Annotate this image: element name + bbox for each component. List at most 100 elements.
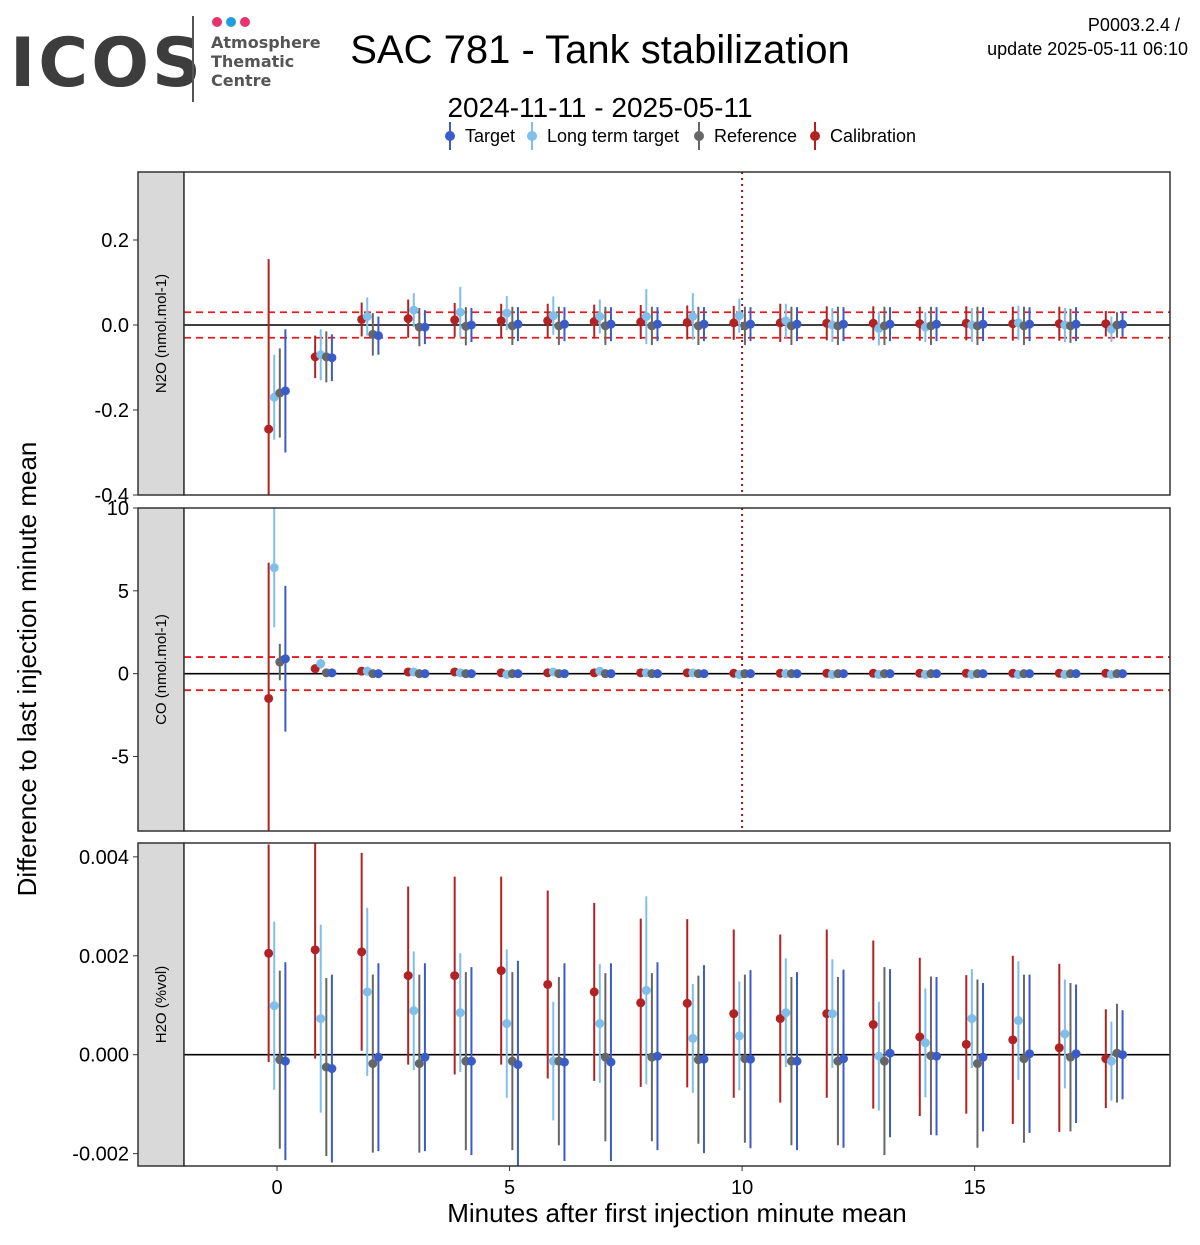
data-point	[327, 668, 337, 678]
data-point	[420, 1052, 430, 1062]
panel-marks	[184, 508, 1170, 831]
logo-dot-icon	[226, 17, 236, 27]
data-point	[839, 669, 849, 679]
x-tick-label: 15	[964, 1177, 986, 1199]
data-point	[1025, 1049, 1035, 1059]
data-point	[373, 1052, 383, 1062]
data-point	[280, 654, 290, 664]
data-point	[548, 311, 558, 321]
data-point	[606, 669, 616, 679]
data-point	[362, 987, 372, 997]
data-point	[827, 1009, 837, 1019]
panel-background	[184, 843, 1170, 1166]
data-point	[915, 1032, 925, 1042]
icos-logo: ICOS Atmosphere Thematic Centre	[10, 16, 321, 103]
data-point	[745, 319, 755, 329]
legend-key-dot	[527, 131, 537, 141]
data-point	[264, 424, 274, 434]
panel-strip-label: N2O (nmol.mol-1)	[153, 274, 170, 393]
data-point	[1071, 1049, 1081, 1059]
data-point	[641, 312, 651, 321]
data-point	[1106, 1056, 1116, 1066]
data-point	[1101, 319, 1111, 329]
data-point	[978, 1052, 988, 1062]
data-point	[316, 1014, 326, 1024]
data-point	[357, 947, 367, 957]
data-point	[967, 1014, 977, 1024]
y-tick-label: 5	[118, 581, 129, 603]
legend-item: Target	[445, 122, 515, 150]
data-point	[1118, 1050, 1128, 1060]
legend-item: Calibration	[810, 122, 916, 150]
data-point	[420, 322, 430, 332]
panel-marks	[184, 172, 1170, 495]
data-point	[688, 312, 698, 321]
data-point	[781, 1008, 791, 1018]
data-point	[496, 966, 506, 976]
data-point	[978, 319, 988, 329]
y-tick-label: 0.2	[101, 230, 129, 252]
version-label: P0003.2.4 /	[1088, 15, 1180, 35]
data-point	[745, 669, 755, 679]
y-tick-label: -0.002	[72, 1144, 129, 1166]
data-point	[513, 1060, 523, 1070]
panel-h2o: H2O (%vol) 0.004 0.002 0.000 -0.002	[72, 842, 1171, 1167]
data-point	[403, 971, 413, 981]
y-tick-label: -0.2	[95, 400, 129, 422]
data-point	[729, 1009, 739, 1019]
y-tick-label: 0.000	[79, 1045, 129, 1067]
plot-panels: N2O (nmol.mol-1)0.20.0-0.2-0.4CO (nmol.m…	[72, 171, 1171, 1167]
x-tick-label: 5	[504, 1177, 515, 1199]
data-point	[885, 1048, 895, 1058]
data-point	[513, 669, 523, 679]
data-point	[652, 319, 662, 329]
data-point	[409, 305, 419, 315]
data-point	[839, 1054, 849, 1064]
logo-wordmark: ICOS	[10, 24, 204, 103]
data-point	[699, 669, 709, 679]
data-point	[362, 312, 372, 321]
legend: Target Long term target Reference Calibrati…	[445, 122, 916, 150]
panel-n2o: N2O (nmol.mol-1) 0.2 0.0 -0.2 -0.4	[95, 171, 1171, 507]
data-point	[682, 998, 692, 1008]
legend-key-dot	[445, 131, 455, 141]
data-point	[920, 1038, 930, 1048]
data-point	[559, 319, 569, 329]
legend-label: Target	[465, 126, 515, 146]
data-point	[450, 971, 460, 981]
data-point	[885, 319, 895, 329]
update-label: update 2025-05-11 06:10	[987, 39, 1188, 59]
data-point	[932, 669, 942, 679]
data-point	[543, 979, 553, 989]
panel-marks	[184, 843, 1170, 1166]
panel-co: CO (nmol.mol-1) 10 5 0 -5	[107, 498, 1171, 832]
data-point	[972, 1059, 982, 1069]
data-point	[496, 316, 506, 326]
data-point	[595, 312, 605, 321]
data-point	[792, 1056, 802, 1066]
data-point	[420, 669, 430, 679]
data-point	[1118, 319, 1128, 329]
data-point	[688, 1033, 698, 1043]
logo-dot-icon	[240, 17, 250, 27]
y-tick-label: 0	[118, 664, 129, 686]
data-point	[502, 308, 512, 318]
data-point	[839, 319, 849, 329]
legend-item: Long term target	[527, 122, 679, 150]
data-point	[1071, 669, 1081, 679]
data-point	[466, 1056, 476, 1066]
data-point	[699, 1054, 709, 1064]
data-point	[729, 318, 739, 328]
data-point	[327, 1064, 337, 1074]
data-point	[269, 1001, 279, 1011]
data-point	[310, 945, 320, 955]
data-point	[641, 985, 651, 995]
y-tick-label: 0.002	[79, 946, 129, 968]
data-point	[455, 307, 465, 317]
data-point	[606, 319, 616, 329]
data-point	[885, 669, 895, 679]
data-point	[559, 669, 569, 679]
panel-border	[183, 507, 1171, 832]
panel-strip	[137, 171, 185, 496]
data-point	[589, 987, 599, 997]
